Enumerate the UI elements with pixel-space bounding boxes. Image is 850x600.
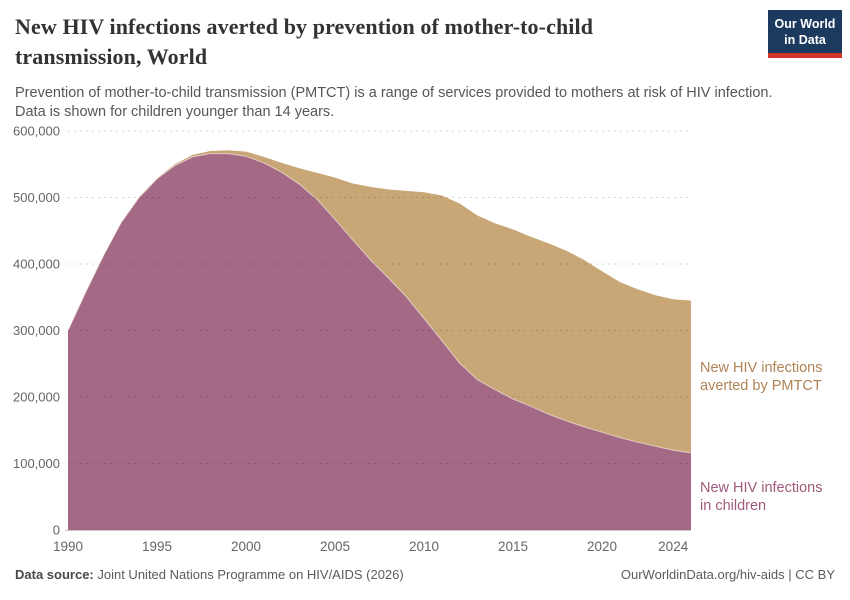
title-line-2: transmission, World [15, 44, 208, 69]
series-label: in children [700, 498, 766, 514]
x-tick-label-2020: 2020 [587, 539, 617, 554]
y-tick-label-400000: 400,000 [13, 257, 60, 272]
y-tick-label-500000: 500,000 [13, 190, 60, 205]
y-tick-label-100000: 100,000 [13, 456, 60, 471]
owid-logo[interactable]: Our World in Data [768, 10, 842, 58]
chart-subtitle: Prevention of mother-to-child transmissi… [15, 84, 835, 122]
owid-logo-redbar [768, 53, 842, 58]
x-tick-label-2024: 2024 [658, 539, 689, 554]
title-line-1: New HIV infections averted by prevention… [15, 14, 594, 39]
y-tick-label-600000: 600,000 [13, 125, 60, 139]
subtitle-line-2: Data is shown for children younger than … [15, 104, 335, 120]
series-label: averted by PMTCT [700, 378, 822, 394]
x-tick-label-1990: 1990 [53, 539, 83, 554]
area-infections-in-children [68, 153, 691, 530]
y-tick-label-0: 0 [53, 523, 60, 538]
owid-logo-text: Our World in Data [768, 10, 842, 53]
series-label: New HIV infections [700, 480, 823, 496]
series-boundary-line [67, 153, 692, 454]
data-source-text: Joint United Nations Programme on HIV/AI… [93, 567, 404, 582]
y-tick-label-300000: 300,000 [13, 323, 60, 338]
x-tick-label-2005: 2005 [320, 539, 350, 554]
attribution: OurWorldinData.org/hiv-aids | CC BY [620, 567, 835, 582]
owid-logo-line-2: in Data [784, 33, 826, 47]
x-tick-label-2000: 2000 [231, 539, 261, 554]
chart-footer: Data source: Joint United Nations Progra… [15, 567, 835, 582]
data-source: Data source: Joint United Nations Progra… [15, 567, 404, 582]
y-tick-label-200000: 200,000 [13, 390, 60, 405]
x-tick-label-2010: 2010 [409, 539, 439, 554]
page-title: New HIV infections averted by prevention… [15, 12, 755, 72]
x-tick-label-1995: 1995 [142, 539, 172, 554]
stacked-area-chart: 0 100,000 200,000 300,000 400,000 500,000 600,… [0, 124, 850, 560]
owid-logo-line-1: Our World [774, 17, 836, 31]
subtitle-line-1: Prevention of mother-to-child transmissi… [15, 85, 773, 101]
series-label: New HIV infections [700, 360, 823, 376]
x-tick-label-2015: 2015 [498, 539, 528, 554]
data-source-label: Data source: [15, 567, 94, 582]
chart-canvas: 0 100,000 200,000 300,000 400,000 500,000 600,… [13, 124, 823, 555]
